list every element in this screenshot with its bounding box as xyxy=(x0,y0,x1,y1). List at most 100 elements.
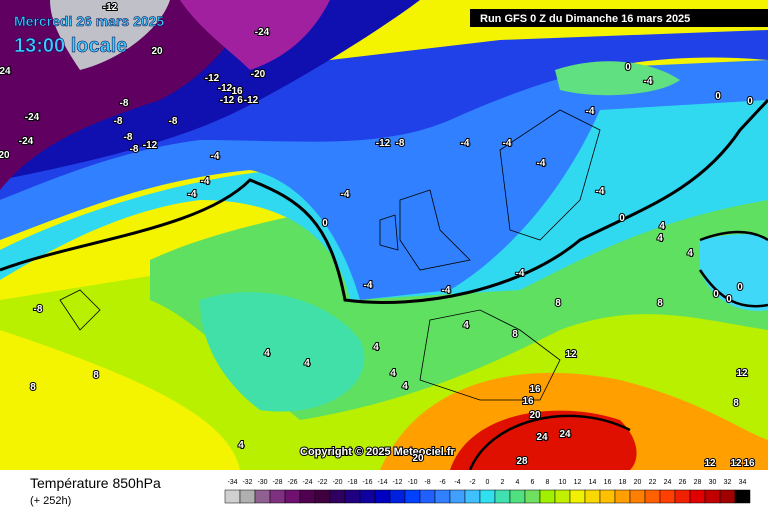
legend-label: -10 xyxy=(407,479,417,486)
contour-label: 4 xyxy=(304,358,310,369)
legend: -34 -32 -30 -28 -26 -24 -22 -20 -18 -16 -14 -12 -10-… xyxy=(224,479,751,504)
legend-swatch xyxy=(524,489,541,504)
run-box xyxy=(470,9,768,27)
contour-label: 12 xyxy=(704,458,716,469)
contour-label: -4 xyxy=(188,189,197,200)
contour-label: 6 xyxy=(237,95,243,106)
contour-label: 12 xyxy=(730,458,742,469)
legend-swatch xyxy=(329,489,346,504)
contour-label: 20 xyxy=(529,410,541,421)
contour-label: -4 xyxy=(537,158,546,169)
legend-label: 34 xyxy=(739,479,747,486)
contour-label: -8 xyxy=(34,304,43,315)
contour-label: -24 xyxy=(255,27,270,38)
contour-label: -4 xyxy=(442,285,451,296)
legend-label: 32 xyxy=(724,479,732,486)
contour-label: 24 xyxy=(559,429,571,440)
contour-label: 0 xyxy=(747,96,753,107)
contour-label: 8 xyxy=(733,398,739,409)
contour-label: 8 xyxy=(30,382,36,393)
legend-swatch xyxy=(314,489,331,504)
contour-label: 0 xyxy=(737,282,743,293)
contour-label: 16 xyxy=(529,384,541,395)
footer-subtitle: (+ 252h) xyxy=(30,495,71,507)
legend-label: 8 xyxy=(546,479,550,486)
forecast-date: Mercredi 26 mars 2025 xyxy=(14,13,164,29)
legend-label: -28 xyxy=(272,479,282,486)
contour-label: -8 xyxy=(114,116,123,127)
legend-label: -12 xyxy=(392,479,402,486)
legend-label: -4 xyxy=(454,479,460,486)
contour-label: -8 xyxy=(124,132,133,143)
legend-label: -8 xyxy=(424,479,430,486)
legend-swatch xyxy=(599,489,616,504)
legend-swatch xyxy=(569,489,586,504)
legend-swatch xyxy=(269,489,286,504)
forecast-time: 13:00 locale xyxy=(14,35,127,57)
contour-label: -12 xyxy=(143,140,158,151)
legend-swatch xyxy=(614,489,631,504)
legend-label: 30 xyxy=(709,479,717,486)
legend-label: 20 xyxy=(634,479,642,486)
legend-label: -20 xyxy=(332,479,342,486)
legend-swatch xyxy=(629,489,646,504)
legend-swatch xyxy=(344,489,361,504)
legend-label: 24 xyxy=(664,479,672,486)
contour-label: 0 xyxy=(713,289,719,300)
legend-label: 26 xyxy=(679,479,687,486)
legend-swatch xyxy=(659,489,676,504)
contour-label: 28 xyxy=(516,456,528,467)
contour-label: 0 xyxy=(619,213,625,224)
legend-label: 16 xyxy=(604,479,612,486)
legend-swatch xyxy=(389,489,406,504)
legend-label: 28 xyxy=(694,479,702,486)
contour-label: -12 xyxy=(218,83,233,94)
legend-label: -14 xyxy=(377,479,387,486)
legend-label: 22 xyxy=(649,479,657,486)
contour-label: 4 xyxy=(373,342,379,353)
contour-label: -4 xyxy=(516,268,525,279)
legend-label: -32 xyxy=(242,479,252,486)
contour-label: 8 xyxy=(93,370,99,381)
contour-label: -4 xyxy=(503,138,512,149)
legend-swatch xyxy=(689,489,706,504)
legend-swatch xyxy=(584,489,601,504)
contour-label: -12 xyxy=(103,2,118,13)
contour-label: 4 xyxy=(687,248,693,259)
contour-label: -4 xyxy=(211,151,220,162)
contour-label: 4 xyxy=(264,348,270,359)
run-info: Run GFS 0 Z du Dimanche 16 mars 2025 xyxy=(480,13,690,25)
legend-swatch xyxy=(719,489,736,504)
legend-swatch xyxy=(434,489,451,504)
contour-label: -8 xyxy=(130,144,139,155)
contour-label: 20 xyxy=(412,453,424,464)
legend-label: -6 xyxy=(439,479,445,486)
legend-label: -2 xyxy=(469,479,475,486)
contour-label: 4 xyxy=(463,320,469,331)
legend-label: 10 xyxy=(559,479,567,486)
contour-label: 4 xyxy=(657,233,663,244)
contour-label: -24 xyxy=(25,112,40,123)
legend-swatch xyxy=(479,489,496,504)
contour-label: 0 xyxy=(625,62,631,73)
legend-label: 18 xyxy=(619,479,627,486)
legend-label: 0 xyxy=(486,479,490,486)
legend-label: -18 xyxy=(347,479,357,486)
footer-title: Température 850hPa xyxy=(30,475,161,491)
contour-label: 4 xyxy=(390,368,396,379)
contour-label: -12 xyxy=(376,138,391,149)
contour-label: 8 xyxy=(555,298,561,309)
contour-label: -4 xyxy=(461,138,470,149)
contour-label: 8 xyxy=(512,329,518,340)
contour-label: -8 xyxy=(169,116,178,127)
contour-label: -4 xyxy=(596,186,605,197)
legend-swatch xyxy=(284,489,301,504)
legend-label: -16 xyxy=(362,479,372,486)
legend-swatch xyxy=(509,489,526,504)
legend-swatch xyxy=(704,489,721,504)
contour-label: 12 xyxy=(736,368,748,379)
legend-swatch xyxy=(674,489,691,504)
legend-label: 6 xyxy=(531,479,535,486)
contour-label: 16 xyxy=(231,86,243,97)
contour-label: 16 xyxy=(743,458,755,469)
